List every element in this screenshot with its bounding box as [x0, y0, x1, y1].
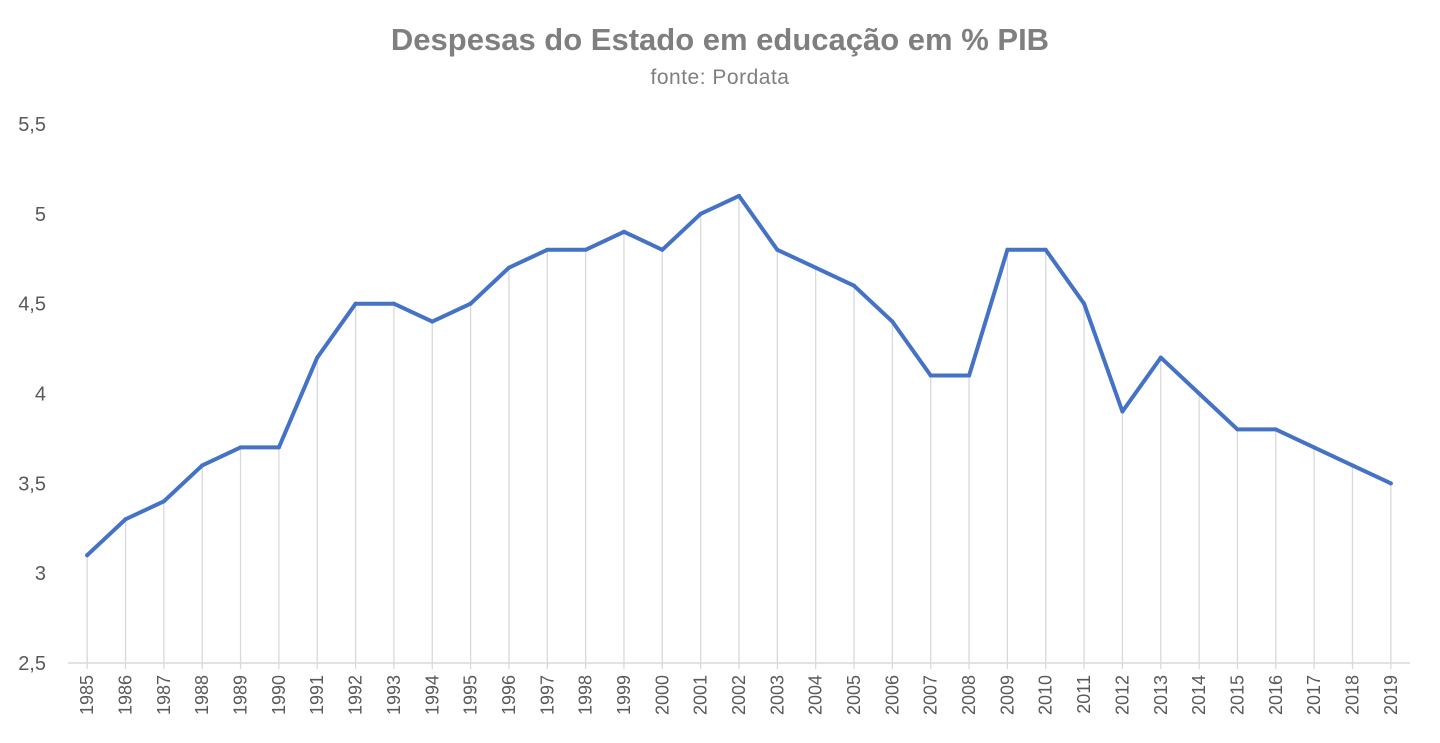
x-tick-label: 1992: [346, 675, 366, 715]
x-tick-label: 1993: [384, 675, 404, 715]
data-point: [506, 265, 511, 270]
x-tick-label: 2018: [1342, 675, 1362, 715]
x-tick-label: 1988: [192, 675, 212, 715]
x-tick-label: 2006: [882, 675, 902, 715]
x-tick-label: 2015: [1227, 675, 1247, 715]
data-point: [852, 283, 857, 288]
x-axis-ticks: 1985 1986 1987 1988 1989 1990 1991 1992 1993 1994…: [77, 663, 1401, 715]
x-tick-label: 1998: [576, 675, 596, 715]
x-tick-label: 2003: [767, 675, 787, 715]
y-tick-label: 4,5: [18, 294, 46, 316]
data-point: [468, 301, 473, 306]
x-tick-label: 2000: [652, 675, 672, 715]
data-point: [353, 301, 358, 306]
data-point: [928, 373, 933, 378]
x-tick-label: 1996: [499, 675, 519, 715]
x-tick-label: 2010: [1036, 675, 1056, 715]
data-point: [1197, 391, 1202, 396]
x-tick-label: 2013: [1151, 675, 1171, 715]
x-tick-label: 2019: [1381, 675, 1401, 715]
chart-subtitle: fonte: Pordata: [650, 66, 790, 89]
data-point: [85, 553, 90, 558]
x-tick-label: 1987: [154, 675, 174, 715]
data-point: [621, 229, 626, 234]
data-point: [1158, 355, 1163, 360]
data-points: [85, 193, 1393, 558]
y-tick-label: 2,5: [18, 653, 46, 675]
x-tick-label: 1999: [614, 675, 634, 715]
data-point: [737, 193, 741, 198]
data-point: [1120, 409, 1125, 414]
data-point: [1043, 247, 1048, 252]
x-tick-label: 2004: [806, 675, 826, 715]
x-tick-label: 1997: [537, 675, 557, 715]
x-tick-label: 1989: [231, 675, 251, 715]
y-axis-ticks: 2,5 3 3,5 4 4,5 5 5,5: [18, 114, 46, 675]
y-tick-label: 3: [35, 563, 46, 585]
data-point: [545, 247, 550, 252]
x-tick-label: 2012: [1112, 675, 1132, 715]
x-tick-label: 2016: [1266, 675, 1286, 715]
data-point: [1388, 481, 1393, 486]
data-point: [813, 265, 818, 270]
data-point: [1312, 445, 1317, 450]
data-point: [890, 319, 895, 324]
y-tick-label: 5,5: [18, 114, 46, 136]
data-point: [391, 301, 396, 306]
drop-lines: [86, 195, 1392, 663]
x-tick-label: 2001: [691, 675, 711, 715]
data-point: [161, 499, 166, 504]
x-tick-label: 1995: [461, 675, 481, 715]
data-point: [276, 445, 281, 450]
data-point: [1082, 301, 1087, 306]
data-point: [660, 247, 665, 252]
data-point: [123, 517, 128, 522]
y-tick-label: 3,5: [18, 473, 46, 495]
x-tick-label: 2017: [1304, 675, 1324, 715]
x-tick-label: 2008: [959, 675, 979, 715]
data-point: [967, 373, 972, 378]
data-point: [583, 247, 588, 252]
data-point: [775, 247, 780, 252]
data-point: [238, 445, 243, 450]
x-tick-label: 1990: [269, 675, 289, 715]
data-point: [1273, 427, 1278, 432]
x-tick-label: 1991: [307, 675, 327, 715]
data-point: [200, 463, 205, 468]
data-point: [1235, 427, 1240, 432]
x-tick-label: 2002: [729, 675, 749, 715]
x-tick-label: 2014: [1189, 675, 1209, 715]
x-tick-label: 2009: [997, 675, 1017, 715]
x-tick-label: 2011: [1074, 675, 1094, 714]
data-point: [430, 319, 435, 324]
x-tick-label: 2005: [844, 675, 864, 715]
data-point: [698, 211, 703, 216]
x-tick-label: 2007: [921, 675, 941, 715]
x-tick-label: 1985: [77, 675, 97, 715]
y-tick-label: 5: [35, 204, 46, 226]
data-point: [315, 355, 320, 360]
data-point: [1350, 463, 1355, 468]
y-tick-label: 4: [35, 384, 46, 406]
chart-title: Despesas do Estado em educação em % PIB: [390, 22, 1050, 57]
x-tick-label: 1994: [422, 675, 442, 715]
x-tick-label: 1986: [116, 675, 136, 715]
data-point: [1005, 247, 1010, 252]
